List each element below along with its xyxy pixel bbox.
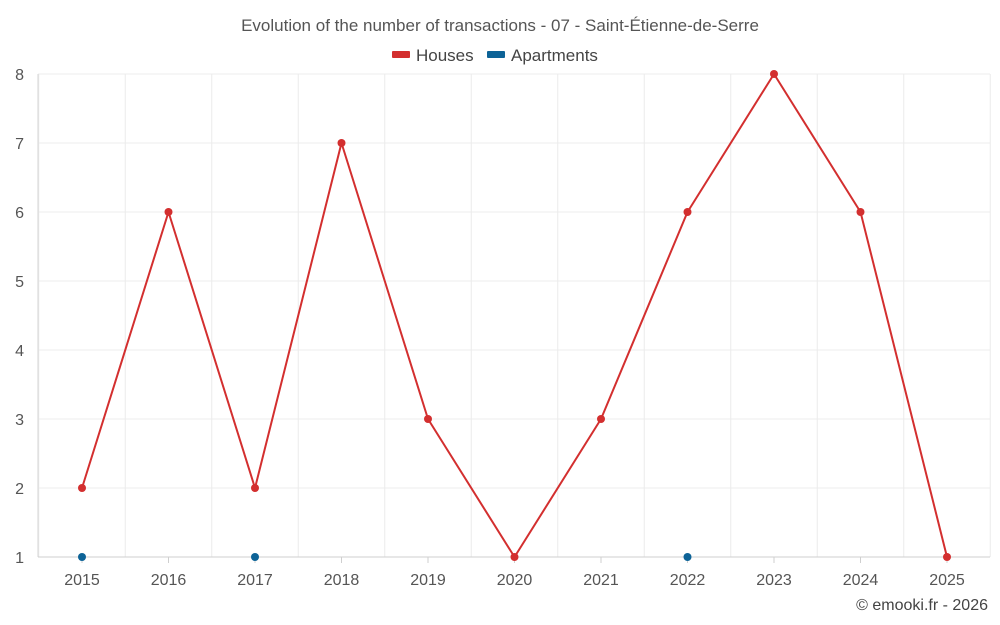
x-tick-label: 2018	[324, 572, 360, 589]
legend[interactable]: Houses Apartments	[392, 46, 598, 65]
x-tick-label: 2020	[497, 572, 533, 589]
y-tick-label: 2	[15, 481, 24, 498]
series-houses	[78, 70, 951, 561]
axes	[37, 74, 990, 563]
data-point-houses[interactable]	[510, 553, 519, 561]
data-point-houses[interactable]	[251, 484, 259, 492]
data-point-houses[interactable]	[424, 415, 432, 423]
data-point-houses[interactable]	[943, 553, 951, 561]
series-apartments	[78, 553, 692, 561]
data-point-houses[interactable]	[683, 208, 692, 216]
legend-label-apartments: Apartments	[511, 46, 598, 65]
data-point-apartments[interactable]	[683, 553, 692, 561]
data-point-houses[interactable]	[164, 208, 173, 216]
data-point-apartments[interactable]	[251, 553, 259, 561]
x-tick-label: 2023	[756, 572, 792, 589]
data-point-houses[interactable]	[770, 70, 778, 78]
data-point-houses[interactable]	[337, 139, 346, 147]
x-tick-label: 2025	[929, 572, 965, 589]
credit-text: © emooki.fr - 2026	[856, 597, 988, 614]
chart-title: Evolution of the number of transactions …	[241, 16, 759, 35]
grid	[38, 73, 991, 557]
legend-swatch-apartments	[487, 51, 505, 58]
legend-item-houses[interactable]: Houses	[392, 46, 474, 65]
y-tick-label: 1	[15, 550, 24, 567]
x-tick-label: 2024	[843, 572, 879, 589]
legend-item-apartments[interactable]: Apartments	[487, 46, 598, 65]
y-tick-label: 3	[15, 412, 24, 429]
x-tick-label: 2021	[583, 572, 619, 589]
x-tick-label: 2022	[670, 572, 706, 589]
y-tick-label: 7	[15, 136, 24, 153]
legend-label-houses: Houses	[416, 46, 474, 65]
data-point-houses[interactable]	[856, 208, 865, 216]
data-point-houses[interactable]	[78, 484, 86, 492]
legend-swatch-houses	[392, 51, 410, 58]
series-layer	[78, 70, 951, 561]
y-tick-label: 5	[15, 274, 24, 291]
y-tick-label: 6	[15, 205, 24, 222]
y-tick-label: 8	[15, 67, 24, 84]
tick-labels: 1 2 3 4 5 6 7 8 2015 2016 2017 2018 2019 2020 2021 2022…	[15, 67, 965, 589]
x-tick-label: 2019	[410, 572, 446, 589]
data-point-apartments[interactable]	[78, 553, 86, 561]
x-tick-label: 2015	[64, 572, 100, 589]
y-tick-label: 4	[15, 343, 24, 360]
data-point-houses[interactable]	[597, 415, 605, 423]
x-tick-label: 2016	[151, 572, 187, 589]
x-tick-label: 2017	[237, 572, 273, 589]
